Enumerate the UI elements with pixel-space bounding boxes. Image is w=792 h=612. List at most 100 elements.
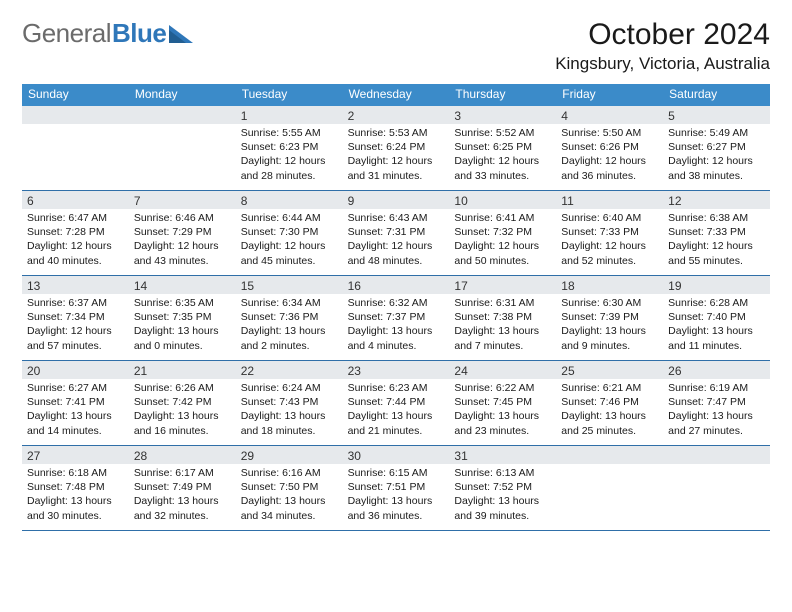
day-details: Sunrise: 6:21 AMSunset: 7:46 PMDaylight:…: [556, 379, 663, 442]
day-header-row: Sunday Monday Tuesday Wednesday Thursday…: [22, 84, 770, 106]
calendar-cell: 30Sunrise: 6:15 AMSunset: 7:51 PMDayligh…: [343, 446, 450, 530]
sunrise-text: Sunrise: 5:49 AM: [668, 126, 765, 140]
daylight-text: Daylight: 12 hours: [241, 154, 338, 168]
day-details: Sunrise: 6:13 AMSunset: 7:52 PMDaylight:…: [449, 464, 556, 527]
day-number: 16: [343, 276, 450, 294]
sunset-text: Sunset: 6:26 PM: [561, 140, 658, 154]
daylight-text: Daylight: 13 hours: [561, 324, 658, 338]
day-number: 19: [663, 276, 770, 294]
calendar-week: 27Sunrise: 6:18 AMSunset: 7:48 PMDayligh…: [22, 446, 770, 531]
sunrise-text: Sunrise: 6:34 AM: [241, 296, 338, 310]
sunset-text: Sunset: 6:27 PM: [668, 140, 765, 154]
daylight-text: and 36 minutes.: [348, 509, 445, 523]
day-header: Sunday: [22, 84, 129, 106]
sunset-text: Sunset: 7:46 PM: [561, 395, 658, 409]
sunset-text: Sunset: 7:48 PM: [27, 480, 124, 494]
day-details: Sunrise: 6:41 AMSunset: 7:32 PMDaylight:…: [449, 209, 556, 272]
daylight-text: and 50 minutes.: [454, 254, 551, 268]
daylight-text: and 16 minutes.: [134, 424, 231, 438]
daylight-text: and 34 minutes.: [241, 509, 338, 523]
sunset-text: Sunset: 7:42 PM: [134, 395, 231, 409]
sunrise-text: Sunrise: 6:31 AM: [454, 296, 551, 310]
calendar-cell: [22, 106, 129, 190]
calendar-cell: 19Sunrise: 6:28 AMSunset: 7:40 PMDayligh…: [663, 276, 770, 360]
sunset-text: Sunset: 7:35 PM: [134, 310, 231, 324]
daylight-text: and 18 minutes.: [241, 424, 338, 438]
sunset-text: Sunset: 6:25 PM: [454, 140, 551, 154]
calendar-cell: 29Sunrise: 6:16 AMSunset: 7:50 PMDayligh…: [236, 446, 343, 530]
day-details: Sunrise: 6:37 AMSunset: 7:34 PMDaylight:…: [22, 294, 129, 357]
header: General Blue October 2024 Kingsbury, Vic…: [22, 18, 770, 74]
sunset-text: Sunset: 7:33 PM: [561, 225, 658, 239]
daylight-text: and 4 minutes.: [348, 339, 445, 353]
daylight-text: and 2 minutes.: [241, 339, 338, 353]
daylight-text: and 30 minutes.: [27, 509, 124, 523]
sunset-text: Sunset: 7:33 PM: [668, 225, 765, 239]
calendar-cell: 8Sunrise: 6:44 AMSunset: 7:30 PMDaylight…: [236, 191, 343, 275]
weeks-container: 1Sunrise: 5:55 AMSunset: 6:23 PMDaylight…: [22, 106, 770, 531]
daylight-text: Daylight: 12 hours: [454, 154, 551, 168]
calendar-cell: 7Sunrise: 6:46 AMSunset: 7:29 PMDaylight…: [129, 191, 236, 275]
day-details: Sunrise: 6:22 AMSunset: 7:45 PMDaylight:…: [449, 379, 556, 442]
daylight-text: Daylight: 13 hours: [348, 494, 445, 508]
daylight-text: Daylight: 12 hours: [454, 239, 551, 253]
day-details: Sunrise: 6:19 AMSunset: 7:47 PMDaylight:…: [663, 379, 770, 442]
sunrise-text: Sunrise: 6:44 AM: [241, 211, 338, 225]
day-number: 24: [449, 361, 556, 379]
day-details: Sunrise: 6:18 AMSunset: 7:48 PMDaylight:…: [22, 464, 129, 527]
day-details: [129, 124, 236, 130]
calendar-cell: 17Sunrise: 6:31 AMSunset: 7:38 PMDayligh…: [449, 276, 556, 360]
daylight-text: and 14 minutes.: [27, 424, 124, 438]
day-details: Sunrise: 6:23 AMSunset: 7:44 PMDaylight:…: [343, 379, 450, 442]
daylight-text: and 0 minutes.: [134, 339, 231, 353]
sunrise-text: Sunrise: 6:43 AM: [348, 211, 445, 225]
daylight-text: Daylight: 13 hours: [27, 409, 124, 423]
day-number: 25: [556, 361, 663, 379]
calendar-cell: 9Sunrise: 6:43 AMSunset: 7:31 PMDaylight…: [343, 191, 450, 275]
sunset-text: Sunset: 7:45 PM: [454, 395, 551, 409]
calendar-cell: 24Sunrise: 6:22 AMSunset: 7:45 PMDayligh…: [449, 361, 556, 445]
calendar-cell: 18Sunrise: 6:30 AMSunset: 7:39 PMDayligh…: [556, 276, 663, 360]
day-details: Sunrise: 6:30 AMSunset: 7:39 PMDaylight:…: [556, 294, 663, 357]
calendar-cell: 3Sunrise: 5:52 AMSunset: 6:25 PMDaylight…: [449, 106, 556, 190]
daylight-text: Daylight: 13 hours: [241, 409, 338, 423]
day-number: 1: [236, 106, 343, 124]
calendar-cell: 31Sunrise: 6:13 AMSunset: 7:52 PMDayligh…: [449, 446, 556, 530]
sunset-text: Sunset: 7:50 PM: [241, 480, 338, 494]
calendar-cell: 5Sunrise: 5:49 AMSunset: 6:27 PMDaylight…: [663, 106, 770, 190]
daylight-text: Daylight: 13 hours: [134, 409, 231, 423]
sunrise-text: Sunrise: 6:46 AM: [134, 211, 231, 225]
sunset-text: Sunset: 7:29 PM: [134, 225, 231, 239]
day-number: 30: [343, 446, 450, 464]
daylight-text: and 25 minutes.: [561, 424, 658, 438]
day-header: Monday: [129, 84, 236, 106]
sunrise-text: Sunrise: 5:52 AM: [454, 126, 551, 140]
day-number: 27: [22, 446, 129, 464]
calendar-cell: 4Sunrise: 5:50 AMSunset: 6:26 PMDaylight…: [556, 106, 663, 190]
daylight-text: and 11 minutes.: [668, 339, 765, 353]
calendar-cell: 21Sunrise: 6:26 AMSunset: 7:42 PMDayligh…: [129, 361, 236, 445]
day-details: [556, 464, 663, 470]
daylight-text: and 21 minutes.: [348, 424, 445, 438]
day-details: Sunrise: 6:16 AMSunset: 7:50 PMDaylight:…: [236, 464, 343, 527]
sunrise-text: Sunrise: 6:32 AM: [348, 296, 445, 310]
daylight-text: and 9 minutes.: [561, 339, 658, 353]
daylight-text: and 38 minutes.: [668, 169, 765, 183]
day-details: Sunrise: 6:35 AMSunset: 7:35 PMDaylight:…: [129, 294, 236, 357]
day-details: Sunrise: 5:52 AMSunset: 6:25 PMDaylight:…: [449, 124, 556, 187]
day-number: 17: [449, 276, 556, 294]
calendar-cell: 11Sunrise: 6:40 AMSunset: 7:33 PMDayligh…: [556, 191, 663, 275]
calendar-cell: 25Sunrise: 6:21 AMSunset: 7:46 PMDayligh…: [556, 361, 663, 445]
day-details: Sunrise: 6:46 AMSunset: 7:29 PMDaylight:…: [129, 209, 236, 272]
sunrise-text: Sunrise: 6:13 AM: [454, 466, 551, 480]
daylight-text: Daylight: 13 hours: [241, 494, 338, 508]
sunset-text: Sunset: 7:32 PM: [454, 225, 551, 239]
daylight-text: Daylight: 12 hours: [561, 239, 658, 253]
day-number: 22: [236, 361, 343, 379]
calendar-cell: 27Sunrise: 6:18 AMSunset: 7:48 PMDayligh…: [22, 446, 129, 530]
sunrise-text: Sunrise: 6:28 AM: [668, 296, 765, 310]
calendar-cell: [663, 446, 770, 530]
day-number: 2: [343, 106, 450, 124]
day-details: Sunrise: 6:24 AMSunset: 7:43 PMDaylight:…: [236, 379, 343, 442]
day-details: Sunrise: 6:28 AMSunset: 7:40 PMDaylight:…: [663, 294, 770, 357]
